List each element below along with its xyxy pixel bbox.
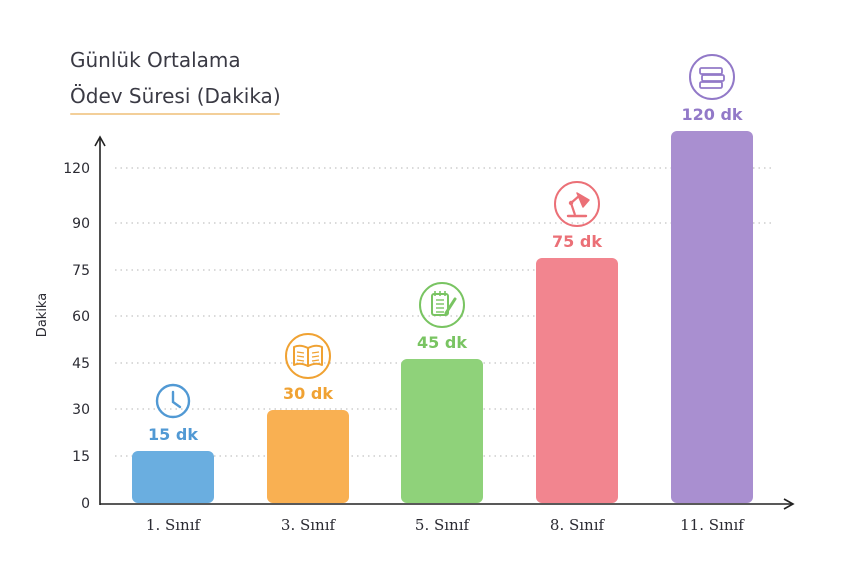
bar bbox=[132, 451, 214, 503]
title-underline bbox=[70, 113, 280, 115]
axes bbox=[94, 135, 795, 510]
x-axis-arrow bbox=[783, 498, 795, 510]
category-label: 3. Sınıf bbox=[281, 516, 337, 534]
bar bbox=[671, 131, 753, 503]
category-label: 8. Sınıf bbox=[550, 516, 606, 534]
value-label: 120 dk bbox=[681, 105, 742, 124]
bar bbox=[267, 410, 349, 503]
y-tick-label: 120 bbox=[63, 161, 90, 177]
chart-title-line-1: Günlük Ortalama bbox=[70, 48, 241, 72]
chart-title: Günlük Ortalama Ödev Süresi (Dakika) bbox=[70, 42, 281, 114]
y-tick-label: 15 bbox=[72, 449, 90, 465]
notepad-pencil-icon bbox=[419, 282, 465, 328]
value-labels: 15 dk 30 dk 45 dk 75 dk 120 dk bbox=[148, 105, 743, 444]
y-tick-labels: 0 15 30 45 60 75 90 120 bbox=[63, 161, 90, 512]
value-label: 15 dk bbox=[148, 425, 198, 444]
desk-lamp-icon bbox=[554, 181, 600, 227]
y-axis-label: Dakika bbox=[35, 293, 50, 337]
value-label: 75 dk bbox=[552, 232, 602, 251]
category-label: 5. Sınıf bbox=[415, 516, 471, 534]
y-tick-label: 45 bbox=[72, 356, 90, 372]
value-label: 30 dk bbox=[283, 384, 333, 403]
bar bbox=[536, 258, 618, 503]
clock-icon bbox=[155, 383, 191, 419]
value-label: 45 dk bbox=[417, 333, 467, 352]
category-label: 1. Sınıf bbox=[146, 516, 202, 534]
y-tick-label: 90 bbox=[72, 216, 90, 232]
category-label: 11. Sınıf bbox=[680, 516, 745, 534]
chart-title-line-2: Ödev Süresi (Dakika) bbox=[70, 84, 281, 108]
book-stack-icon bbox=[689, 54, 735, 100]
grid-lines bbox=[115, 167, 775, 457]
y-tick-label: 60 bbox=[72, 309, 90, 325]
y-tick-label: 0 bbox=[81, 496, 90, 512]
y-tick-label: 75 bbox=[72, 263, 90, 279]
y-axis-arrow bbox=[94, 135, 106, 147]
open-book-icon bbox=[285, 333, 331, 379]
category-labels: 1. Sınıf 3. Sınıf 5. Sınıf 8. Sınıf 11. Sını… bbox=[146, 516, 745, 534]
bar bbox=[401, 359, 483, 503]
bar-icons bbox=[155, 54, 735, 419]
bars bbox=[132, 131, 753, 503]
y-tick-label: 30 bbox=[72, 402, 90, 418]
